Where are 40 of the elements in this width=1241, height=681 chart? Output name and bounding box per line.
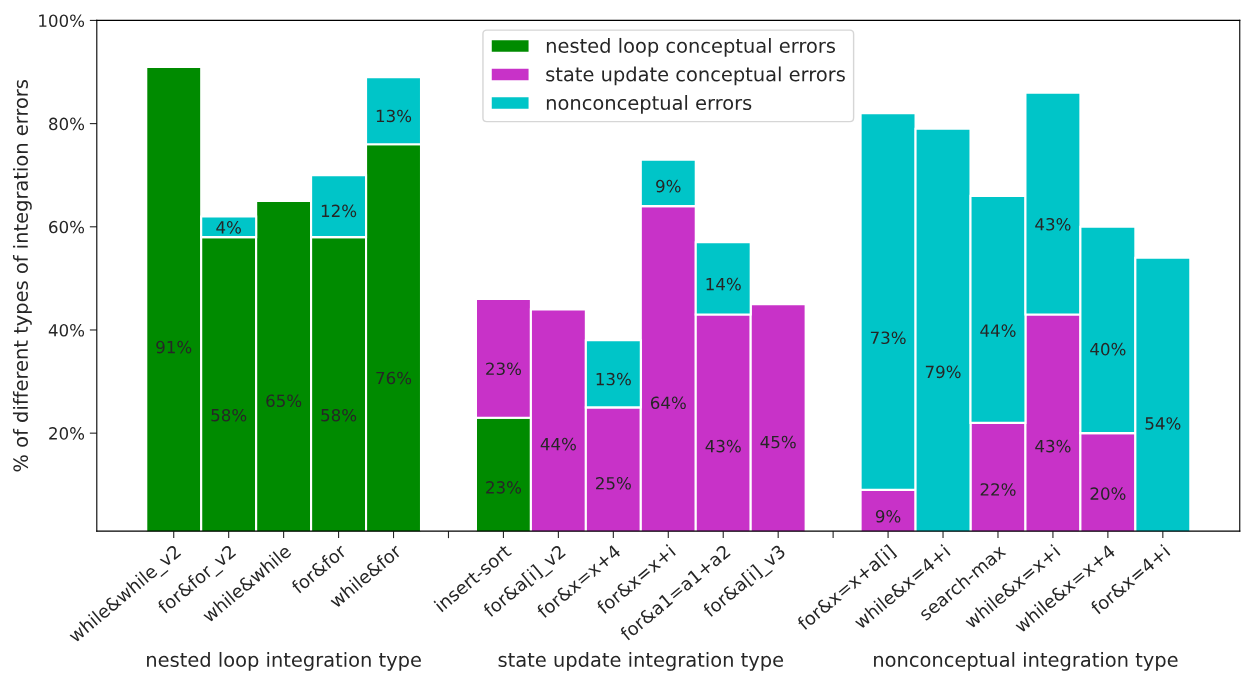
legend-label: state update conceptual errors — [546, 66, 845, 86]
data-label: 23% — [486, 481, 522, 494]
data-label: 64% — [650, 396, 686, 410]
legend-label: nonconceptual errors — [546, 95, 752, 114]
data-label: 58% — [211, 408, 247, 422]
data-label: 73% — [870, 331, 906, 345]
data-label: 58% — [321, 408, 357, 422]
data-label: 65% — [266, 394, 302, 408]
data-label: 40% — [1090, 342, 1126, 356]
data-label: 44% — [540, 437, 576, 451]
data-label: 76% — [376, 371, 412, 385]
text: nested loop integration type — [147, 651, 421, 671]
y-tick-label: 80% — [49, 117, 85, 131]
y-tick-label: 20% — [49, 427, 85, 440]
data-label: 54% — [1145, 417, 1181, 430]
text: state update integration type — [498, 651, 784, 671]
y-tick-label: 60% — [49, 220, 85, 234]
data-label: 91% — [156, 340, 192, 354]
data-label: 43% — [1035, 439, 1071, 453]
data-label: 4% — [216, 221, 241, 234]
data-label: 9% — [875, 510, 901, 523]
data-label: 22% — [980, 483, 1016, 496]
data-label: 43% — [1035, 217, 1071, 231]
data-label: 14% — [706, 277, 741, 291]
data-label: 79% — [925, 365, 961, 379]
data-label: 20% — [1090, 487, 1126, 500]
data-label: 44% — [980, 324, 1016, 337]
legend-label: nested loop conceptual errors — [546, 37, 836, 57]
data-label: 13% — [596, 372, 631, 386]
text: nonconceptual integration type — [874, 651, 1178, 671]
data-label: 9% — [656, 179, 681, 193]
data-label: 13% — [376, 109, 412, 123]
y-tick-label: 40% — [48, 323, 85, 337]
y-tick-label: 100% — [39, 14, 85, 27]
data-label: 45% — [760, 435, 796, 449]
data-label: 12% — [321, 204, 357, 218]
data-label: 23% — [486, 362, 522, 376]
data-label: 43% — [705, 439, 741, 453]
y-axis-title: % of different types of integration errors — [12, 80, 32, 472]
data-label: 25% — [596, 476, 631, 490]
